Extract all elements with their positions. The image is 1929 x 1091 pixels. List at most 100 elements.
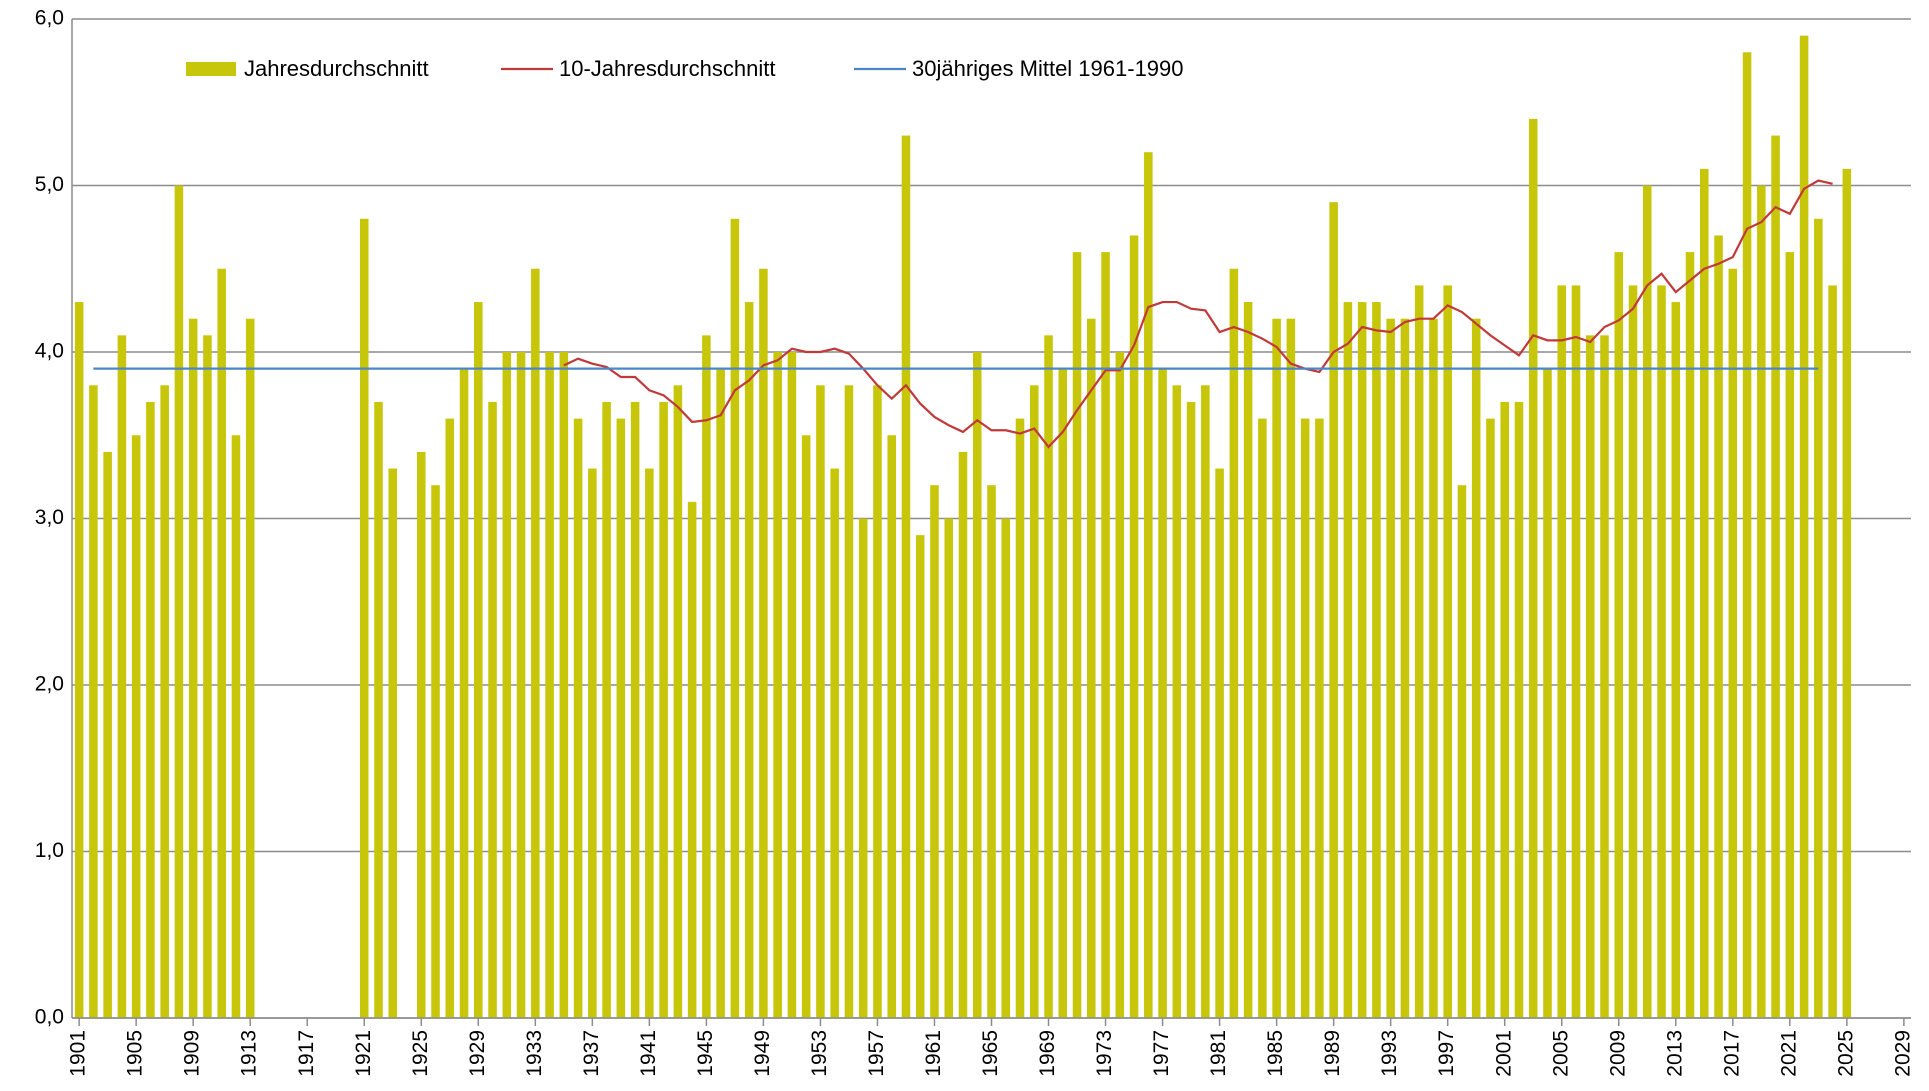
bar — [673, 385, 683, 1018]
x-tick-label: 1981 — [1207, 1030, 1230, 1077]
x-tick-label: 1969 — [1036, 1030, 1059, 1077]
y-tick-label: 2,0 — [35, 673, 64, 696]
bar — [1543, 368, 1552, 1018]
bar — [1001, 518, 1011, 1018]
bar — [416, 451, 426, 1018]
bar — [1571, 285, 1581, 1018]
bar — [1229, 268, 1239, 1018]
bar — [1614, 252, 1624, 1019]
bar — [1657, 285, 1666, 1018]
x-tick-label: 1949 — [751, 1030, 774, 1077]
bar — [146, 401, 155, 1018]
bar — [744, 302, 754, 1018]
y-tick-label: 6,0 — [35, 7, 64, 30]
bar — [1129, 235, 1139, 1018]
bar — [687, 501, 697, 1019]
x-tick-label: 1929 — [466, 1030, 489, 1077]
bar — [1771, 135, 1780, 1019]
x-tick-label: 1913 — [238, 1030, 261, 1077]
bar — [702, 335, 711, 1019]
bar — [1685, 252, 1695, 1019]
bar — [1528, 118, 1538, 1018]
bar — [1814, 218, 1823, 1019]
bar — [516, 352, 526, 1018]
bar — [1072, 252, 1082, 1019]
bar — [1500, 401, 1509, 1018]
bar — [1842, 168, 1852, 1019]
legend-label: 10-Jahresdurchschnitt — [559, 56, 775, 81]
bar — [1029, 385, 1039, 1018]
x-tick-label: 1957 — [865, 1030, 888, 1077]
bar — [972, 352, 982, 1018]
bar — [1058, 368, 1068, 1018]
y-tick-label: 4,0 — [35, 340, 64, 363]
bar — [474, 302, 483, 1018]
bar — [944, 518, 954, 1018]
bar — [431, 485, 440, 1018]
bar — [1158, 368, 1167, 1018]
bar — [1600, 335, 1609, 1019]
bar — [573, 418, 583, 1019]
bar — [1101, 252, 1110, 1019]
x-tick-label: 2009 — [1606, 1030, 1629, 1077]
bar — [987, 485, 996, 1018]
x-tick-label: 2025 — [1834, 1030, 1857, 1077]
bar — [1300, 418, 1310, 1019]
bar — [858, 518, 868, 1018]
bar — [245, 318, 255, 1018]
bar — [1272, 318, 1281, 1018]
bar — [1457, 485, 1467, 1018]
x-tick-label: 1909 — [181, 1030, 204, 1077]
bar — [1015, 418, 1025, 1019]
bar — [1486, 418, 1495, 1019]
bar — [1258, 418, 1267, 1019]
bar — [131, 435, 141, 1018]
y-tick-label: 3,0 — [35, 506, 64, 529]
bar — [844, 385, 854, 1018]
bar — [1628, 285, 1638, 1018]
bar — [787, 352, 797, 1018]
x-tick-label: 1945 — [694, 1030, 717, 1077]
bar — [730, 218, 740, 1019]
bar — [1400, 318, 1410, 1018]
bar — [1471, 318, 1481, 1018]
bar — [1757, 185, 1766, 1018]
x-tick-label: 1925 — [409, 1030, 432, 1077]
bar — [1215, 468, 1224, 1018]
bar — [773, 352, 782, 1018]
x-tick-label: 2029 — [1891, 1030, 1914, 1077]
bar — [203, 335, 212, 1019]
bar — [616, 418, 626, 1019]
bar — [188, 318, 198, 1018]
bar — [602, 401, 611, 1018]
legend-label: Jahresdurchschnitt — [244, 56, 429, 81]
x-tick-label: 1985 — [1264, 1030, 1287, 1077]
bar — [74, 302, 84, 1018]
x-tick-label: 2005 — [1549, 1030, 1572, 1077]
bar — [1514, 401, 1524, 1018]
x-tick-label: 1965 — [979, 1030, 1002, 1077]
bar — [1115, 352, 1125, 1018]
bar — [1201, 385, 1210, 1018]
bar — [1828, 285, 1837, 1018]
x-tick-label: 1917 — [295, 1030, 318, 1077]
bar — [1044, 335, 1053, 1019]
bar — [89, 385, 98, 1018]
legend-label: 30jähriges Mittel 1961-1990 — [912, 56, 1184, 81]
bar — [759, 268, 768, 1018]
bar — [645, 468, 654, 1018]
bar — [1557, 285, 1567, 1018]
bar — [1642, 185, 1652, 1018]
y-tick-label: 5,0 — [35, 173, 64, 196]
bar — [231, 435, 241, 1018]
bar — [502, 352, 512, 1018]
bar — [887, 435, 896, 1018]
x-tick-label: 1953 — [808, 1030, 831, 1077]
bar — [160, 385, 169, 1018]
bar — [816, 385, 825, 1018]
legend-swatch — [186, 62, 236, 76]
bar — [1357, 302, 1367, 1018]
x-tick-label: 1941 — [637, 1030, 660, 1077]
bar — [1286, 318, 1296, 1018]
